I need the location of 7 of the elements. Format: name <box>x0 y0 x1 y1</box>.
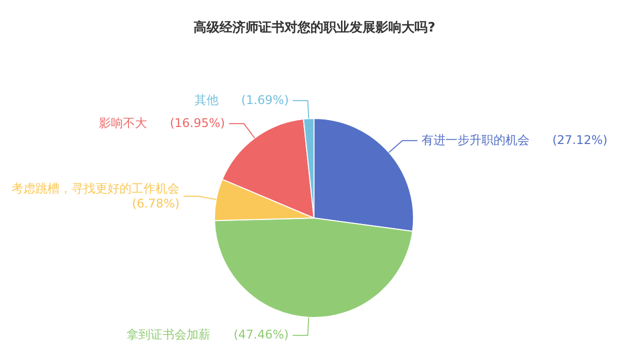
slice-label: 拿到证书会加薪 (47.46%) <box>126 327 289 342</box>
data-label: (6.78%) <box>132 196 180 210</box>
slice-label: 其他 (1.69%) <box>194 92 289 107</box>
slice-label: 影响不大 (16.95%) <box>98 116 225 130</box>
chart-title: 高级经济师证书对您的职业发展影响大吗? <box>194 19 436 36</box>
slice-label: 考虑跳槽，寻找更好的工作机会 <box>12 181 180 196</box>
slice-label: 有进一步升职的机会 (27.12%) <box>421 132 608 147</box>
